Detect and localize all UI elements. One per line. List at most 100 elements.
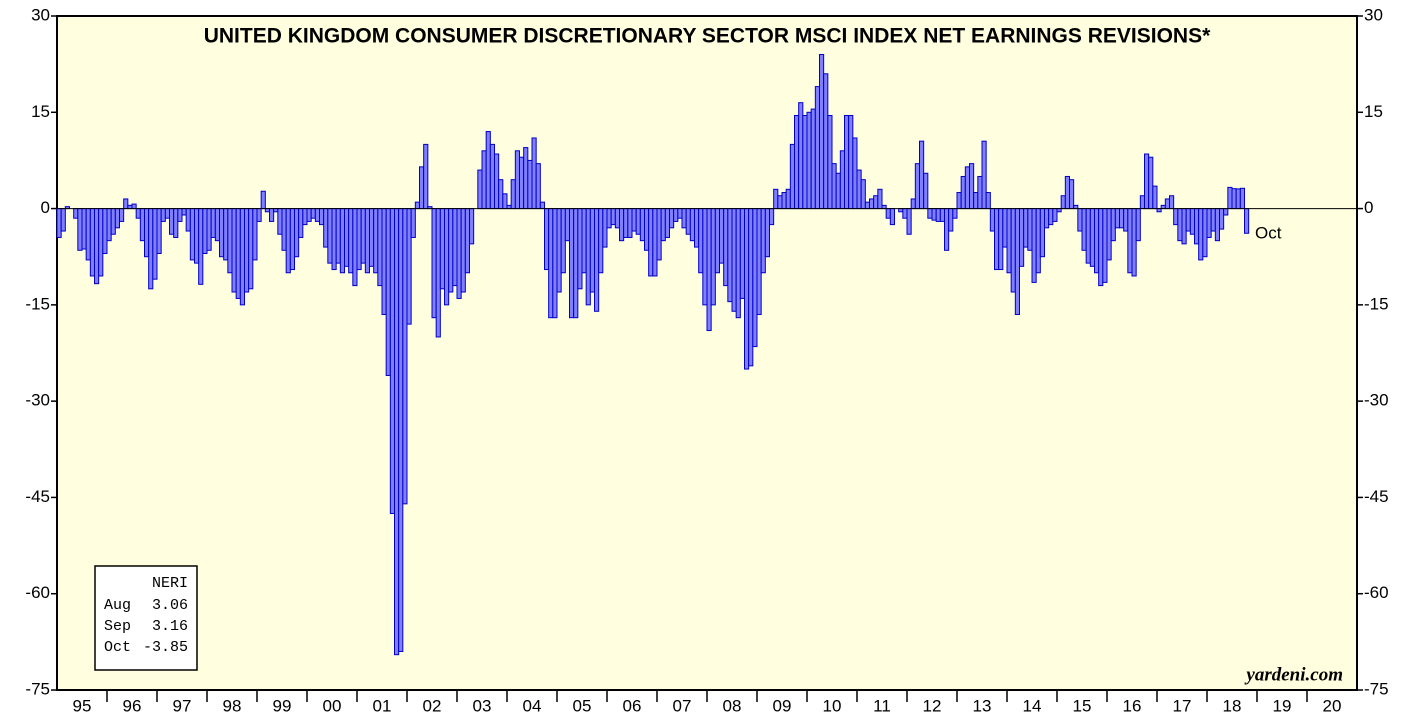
bar [994, 208, 1000, 271]
bar [560, 208, 566, 274]
bar [285, 208, 291, 274]
bar [323, 208, 329, 248]
bar [1069, 179, 1075, 210]
y-tick-label-right: -30 [1364, 391, 1389, 410]
y-tick-label: 30 [31, 5, 50, 24]
bar [598, 208, 604, 274]
bar [414, 201, 421, 210]
x-tick-label: 97 [173, 696, 192, 715]
bar [360, 208, 366, 264]
bar [406, 208, 412, 325]
bar [81, 208, 87, 250]
bar [698, 208, 704, 274]
bar [1064, 175, 1071, 210]
bar [752, 208, 758, 348]
bar [885, 208, 891, 219]
bar [377, 208, 383, 287]
bar [110, 208, 116, 235]
bar [277, 208, 283, 235]
bar [844, 114, 850, 210]
bar [419, 166, 425, 210]
y-tick-label-right: 0 [1364, 198, 1373, 217]
bar [1110, 208, 1116, 242]
y-tick-label-right: -75 [1364, 679, 1389, 698]
bar [527, 159, 533, 210]
bar [1131, 208, 1137, 277]
bar [710, 208, 716, 306]
bar [685, 208, 691, 235]
bar [348, 208, 354, 274]
bar [1189, 208, 1196, 235]
bar [877, 188, 883, 210]
bar [956, 192, 962, 210]
bar [952, 208, 958, 219]
x-tick-label: 10 [823, 696, 842, 715]
bar [681, 208, 687, 229]
bar [860, 179, 866, 210]
bar [581, 208, 587, 274]
bar [806, 111, 812, 210]
bar [94, 208, 100, 285]
x-tick-label: 02 [423, 696, 442, 715]
bar [556, 208, 562, 293]
bar [373, 208, 379, 274]
bar [1135, 208, 1141, 242]
bar [585, 208, 591, 306]
legend-box [94, 565, 198, 671]
y-tick-label: -15 [25, 294, 50, 313]
bar [156, 208, 162, 255]
x-tick-label: 12 [923, 696, 942, 715]
bar [1244, 208, 1250, 234]
bar [398, 208, 404, 652]
bar [194, 208, 200, 264]
bar [631, 208, 637, 232]
bar [1206, 208, 1212, 238]
bar [619, 208, 625, 242]
bar [1027, 208, 1033, 251]
bar [1127, 208, 1133, 274]
bar [344, 208, 350, 267]
bar [131, 203, 137, 210]
bar [1181, 208, 1187, 245]
bar [114, 208, 121, 229]
bar [719, 208, 725, 264]
bar [831, 163, 837, 210]
bar [1202, 208, 1208, 258]
bar [694, 208, 700, 248]
x-tick-label: 17 [1173, 696, 1192, 715]
bar [748, 208, 754, 367]
bar [1214, 208, 1221, 242]
bar [623, 208, 629, 238]
bar [1123, 208, 1129, 232]
bar [1219, 208, 1225, 230]
bar [269, 208, 275, 222]
bar [206, 208, 212, 251]
bar [569, 208, 575, 319]
x-tick-label: 11 [873, 696, 891, 715]
legend-title: NERI [152, 575, 188, 592]
bar [181, 208, 187, 216]
bar [535, 163, 541, 210]
bar [289, 208, 296, 271]
bar [919, 140, 925, 210]
bar [281, 208, 287, 251]
bar [223, 208, 229, 261]
bar [648, 208, 654, 277]
bar [1114, 208, 1121, 229]
bar [1173, 208, 1179, 226]
x-tick-label: 95 [73, 696, 92, 715]
bar [1085, 208, 1091, 264]
bar [739, 208, 745, 299]
x-tick-label: 01 [373, 696, 392, 715]
bar [60, 208, 66, 232]
bar [856, 169, 862, 210]
bar [969, 163, 975, 210]
bar [735, 208, 741, 319]
bar [460, 208, 466, 293]
bar [802, 114, 808, 210]
bar [314, 208, 321, 222]
bar [864, 201, 870, 210]
bar [106, 208, 112, 242]
bar [456, 208, 462, 299]
